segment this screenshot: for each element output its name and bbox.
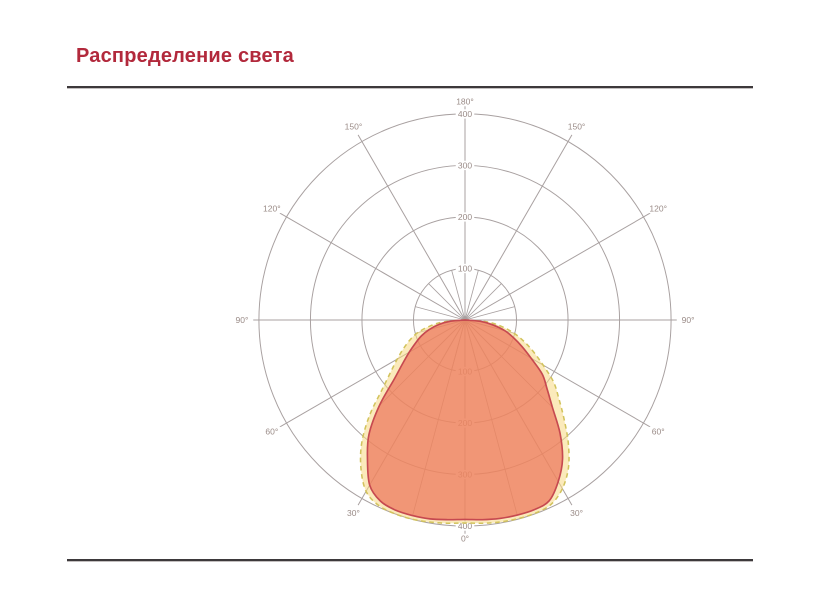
major-spoke: [357, 134, 466, 321]
top-rule: [67, 86, 753, 89]
angle-tick-label: 120°: [263, 203, 281, 213]
page-title: Распределение света: [76, 45, 294, 67]
radial-tick-label: 100: [458, 263, 472, 273]
radial-tick-label: 400: [458, 521, 472, 531]
angle-tick-label: 60°: [652, 426, 665, 436]
minor-spoke: [464, 270, 479, 321]
minor-spoke: [464, 306, 515, 321]
angle-tick-label: 90°: [235, 315, 248, 325]
minor-spoke: [451, 270, 466, 321]
angle-tick-label: 90°: [682, 315, 695, 325]
angle-tick-label: 30°: [570, 508, 583, 518]
minor-spoke: [464, 283, 502, 321]
angle-tick-label: 30°: [347, 508, 360, 518]
major-spoke: [464, 134, 573, 321]
minor-spoke: [415, 306, 466, 321]
radial-tick-label: 200: [458, 212, 472, 222]
angle-tick-label: 150°: [345, 122, 363, 132]
major-spoke: [279, 212, 466, 321]
major-spoke: [464, 212, 651, 321]
angle-tick-label: 60°: [265, 426, 278, 436]
main-beam-curve: [366, 319, 564, 521]
angle-tick-label-top: 180°: [456, 96, 474, 106]
angle-tick-label: 150°: [568, 122, 586, 132]
bottom-rule: [67, 559, 753, 562]
minor-spoke: [428, 283, 466, 321]
radial-tick-label: 400: [458, 109, 472, 119]
light-distribution-polar-chart: 10010020020030030040040030°30°60°60°90°9…: [230, 96, 700, 543]
angle-tick-label: 120°: [649, 203, 667, 213]
angle-tick-label-bottom: 0°: [461, 533, 469, 543]
radial-tick-label: 300: [458, 160, 472, 170]
